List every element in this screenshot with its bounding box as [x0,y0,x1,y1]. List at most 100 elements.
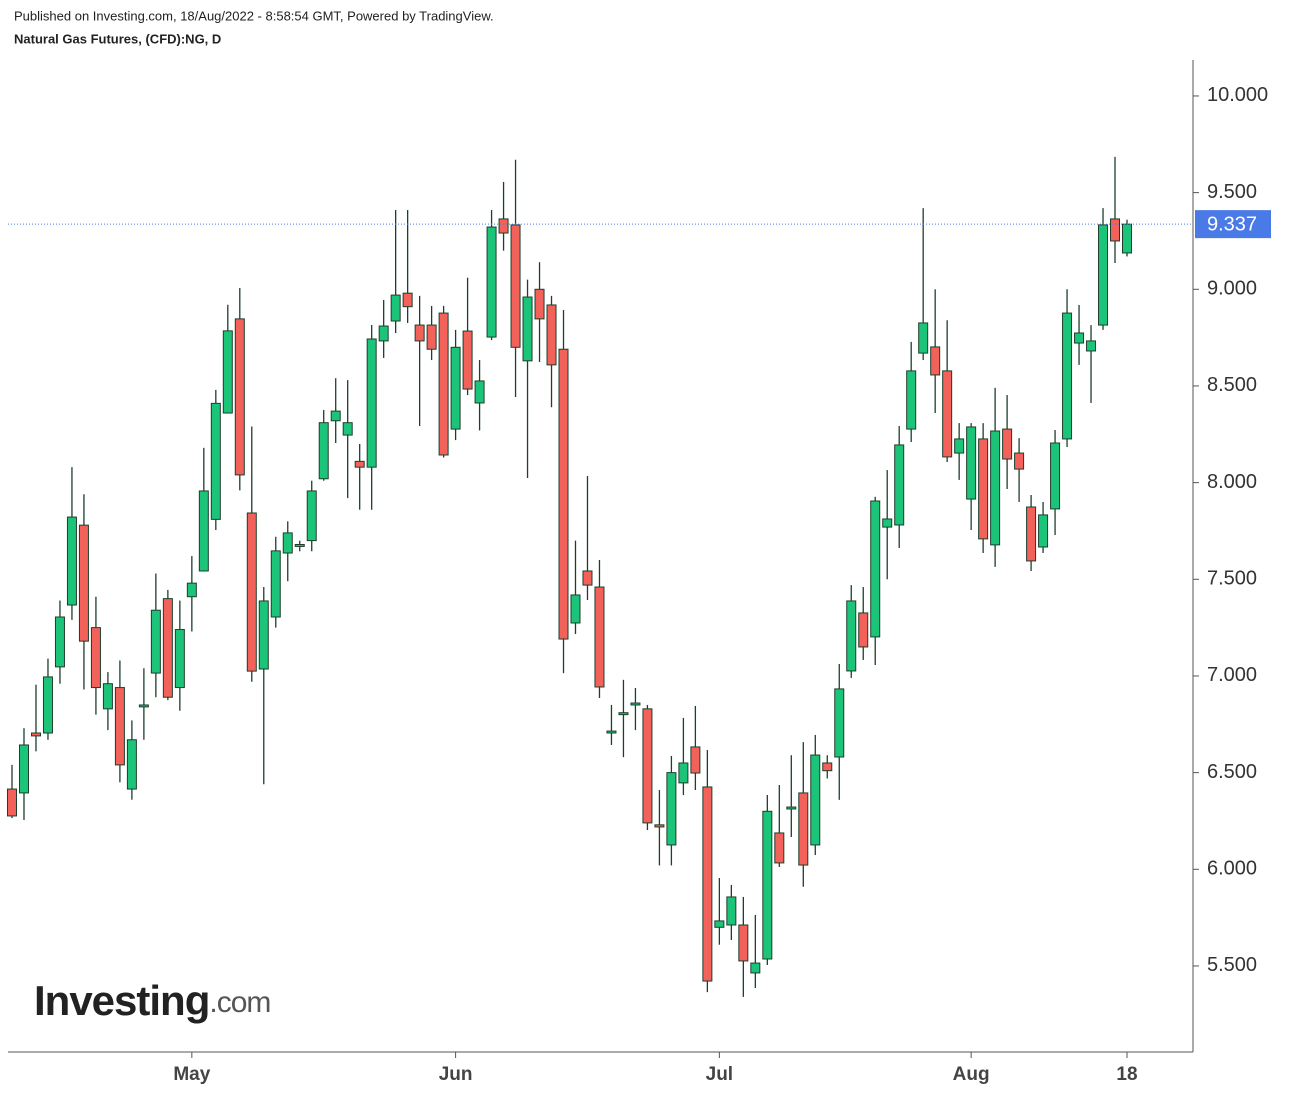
candle-body [978,438,989,540]
y-tick-label: 6.000 [1207,858,1257,880]
y-tick-label: 6.500 [1207,761,1257,783]
candle-body [342,422,353,436]
candle-body [774,832,785,864]
candle-body [330,410,341,422]
candle-body [498,218,509,234]
x-tick-label: 18 [1116,1064,1137,1085]
candle-body [942,370,953,458]
logo-main: Investing [34,977,209,1024]
x-tick-label: Jun [439,1064,473,1085]
candle-body [306,490,317,542]
candle-body [690,746,701,774]
published-note: Published on Investing.com, 18/Aug/2022 … [14,8,494,23]
candle-body [1074,332,1085,344]
candle-body [390,294,401,322]
candle-body [30,732,41,737]
candle-body [930,346,941,376]
x-tick-label: May [173,1064,210,1085]
chart-title: Natural Gas Futures, (CFD):NG, D [14,31,221,46]
candle-body [882,518,893,528]
candle-body [546,304,557,366]
candle-body [222,330,233,414]
candle-body [918,322,929,354]
candle-body [618,712,629,716]
candle-body [486,226,497,338]
candle-body [438,312,449,456]
candle-body [234,318,245,476]
last-price-label: 9.337 [1207,213,1257,235]
logo: Investing.com [34,977,270,1024]
candle-body [186,582,197,598]
candle-body [1050,442,1061,510]
candle-body [678,762,689,784]
candle-body [450,346,461,430]
candle-body [474,380,485,404]
candle-body [858,612,869,648]
candle-body [1062,312,1073,440]
candle-body [1122,223,1132,254]
candle-body [318,422,329,480]
candle-body [954,438,965,454]
candle-body [18,744,29,794]
candle-body [714,920,725,928]
logo-suffix: .com [209,986,270,1019]
y-tick-label: 8.500 [1207,374,1257,396]
candle-body [1110,218,1121,242]
candle-body [1098,224,1109,326]
candle-body [78,524,89,642]
candle-body [294,543,305,547]
candle-body [150,609,161,674]
candle-body [378,325,389,342]
candle-body [786,806,797,810]
candle-body [738,924,749,962]
candle-body [462,330,473,390]
last-price-box [1195,210,1271,239]
candle-body [366,338,377,468]
candle-body [402,292,413,308]
candle-body [642,708,653,824]
candle-body [834,688,845,758]
candle-body [894,444,905,526]
x-tick-label: Jul [706,1064,733,1085]
candle-body [666,772,677,846]
candle-body [870,500,881,638]
candle-body [54,616,65,668]
candle-body [582,570,593,586]
candle-body [42,676,53,734]
candle-body [510,224,521,348]
candle-body [822,762,833,772]
candle-body [414,324,425,342]
candle-body [1038,514,1049,548]
candle-body [1026,506,1037,562]
candle-body [198,490,209,572]
candle-body [558,348,569,640]
candle-body [810,754,821,846]
candle-body [90,627,101,689]
candle-body [270,550,281,618]
candle-body [1002,428,1013,460]
y-tick-label: 9.500 [1207,181,1257,203]
candle-body [426,324,437,350]
candle-body [174,629,185,689]
y-tick-label: 7.500 [1207,568,1257,590]
candle-body [906,370,917,430]
y-tick-label: 9.000 [1207,278,1257,300]
y-tick-label: 8.000 [1207,471,1257,493]
candle-body [798,792,809,866]
candle-body [966,426,977,500]
y-tick-label: 5.500 [1207,954,1257,976]
y-tick-label: 10.000 [1207,84,1268,106]
x-tick-label: Aug [953,1064,990,1085]
candle-body [246,512,257,672]
candle-body [630,702,641,706]
candle-body [534,288,545,320]
candle-body [570,594,581,624]
candle-body [210,402,221,520]
candle-body [702,786,713,982]
candle-body [606,730,617,734]
candle-body [1086,340,1097,352]
candle-body [102,683,113,710]
candle-body [522,296,533,362]
candle-body [594,586,605,688]
